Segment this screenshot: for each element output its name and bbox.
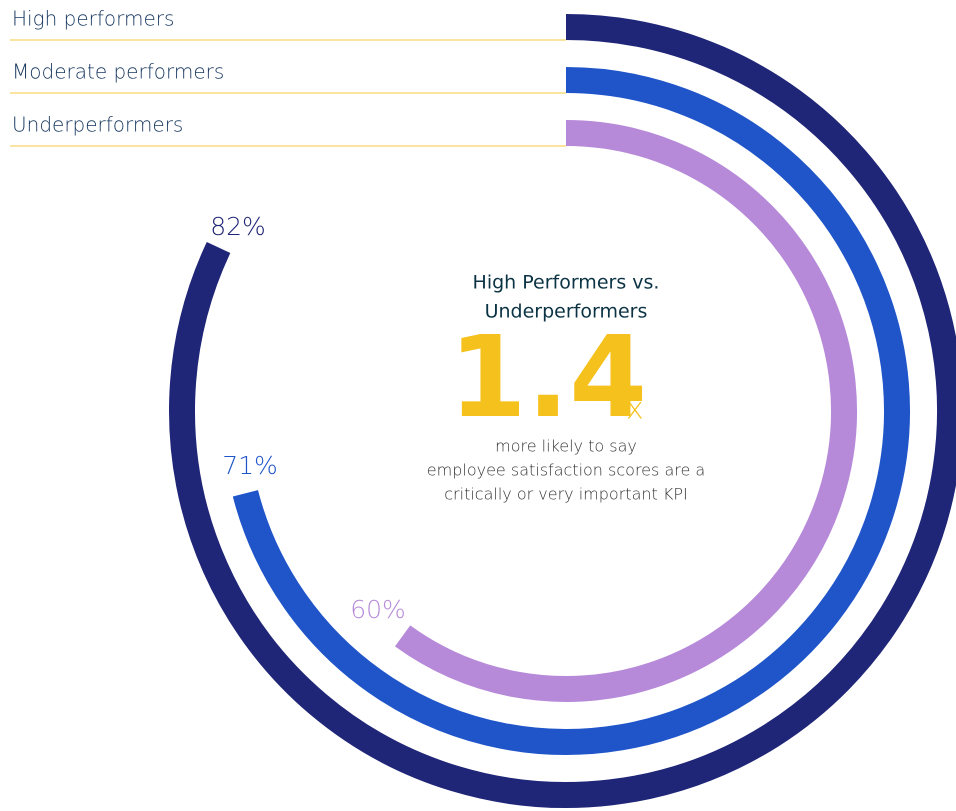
legend-label: High performers [12,7,174,31]
data-label: 60% [350,595,406,624]
legend-label: Underperformers [12,113,183,137]
radial-bar [394,120,857,702]
radial-bar [169,14,956,808]
annotation-unit: x [626,392,644,427]
legend-label: Moderate performers [12,60,224,84]
annotation-heading: High Performers vs. [473,272,660,294]
annotation-text: critically or very important KPI [444,485,687,504]
annotation-text: more likely to say [495,437,637,456]
annotation-heading: Underperformers [485,301,648,323]
radial-bar [232,67,910,755]
annotation-figure: 1.4 [449,313,647,443]
annotation-text: employee satisfaction scores are a [427,461,705,480]
data-label: 71% [222,451,278,480]
data-label: 82% [210,212,266,241]
